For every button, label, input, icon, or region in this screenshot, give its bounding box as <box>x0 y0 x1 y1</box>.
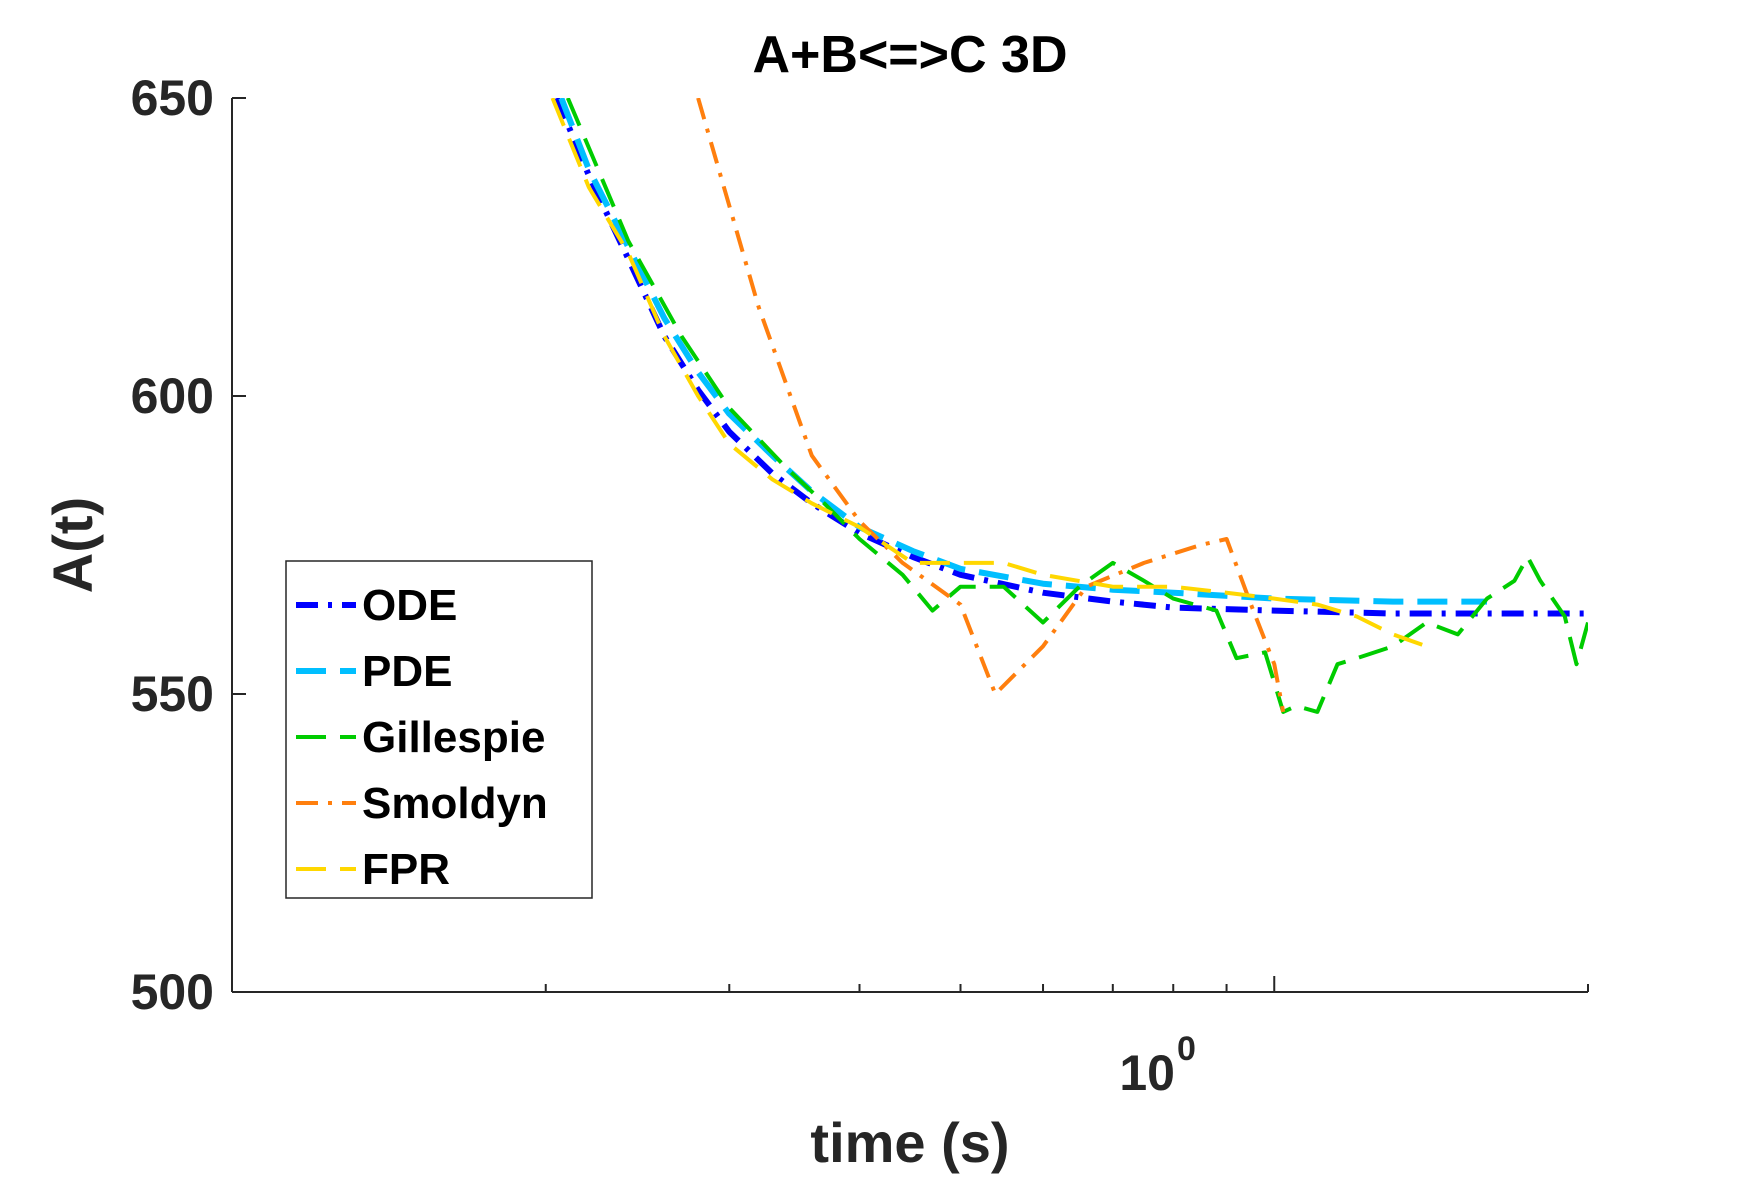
x-tick-base: 10 <box>1119 1045 1175 1101</box>
legend-label: Gillespie <box>362 713 545 762</box>
legend: ODE PDE Gillespie Smoldyn FPR <box>285 560 593 899</box>
y-tick-label: 550 <box>131 666 214 722</box>
x-ticks <box>544 976 1589 992</box>
series-line-ode <box>554 98 1588 617</box>
series-line-pde <box>558 98 1487 605</box>
series-layer <box>550 98 1588 714</box>
series-line-fpr <box>550 98 1428 649</box>
y-axis-label: A(t) <box>41 497 104 593</box>
x-major-tick-label: 10 0 <box>1119 1030 1196 1101</box>
chart-title: A+B<=>C 3D <box>752 26 1067 84</box>
y-ticks: 500 550 600 650 <box>131 70 246 1020</box>
series-line-smoldyn <box>696 98 1286 713</box>
legend-box <box>285 560 593 899</box>
y-tick-label: 500 <box>131 964 214 1020</box>
legend-label: Smoldyn <box>362 779 548 828</box>
x-tick-exponent: 0 <box>1177 1030 1196 1068</box>
legend-label: PDE <box>362 647 452 696</box>
legend-label: FPR <box>362 845 450 894</box>
plot-area: 500 550 600 650 <box>131 70 1589 1020</box>
legend-label: ODE <box>362 581 457 630</box>
x-axis-label: time (s) <box>810 1111 1009 1174</box>
y-tick-label: 600 <box>131 368 214 424</box>
series-line-gillespie <box>565 98 1588 714</box>
y-tick-label: 650 <box>131 70 214 126</box>
